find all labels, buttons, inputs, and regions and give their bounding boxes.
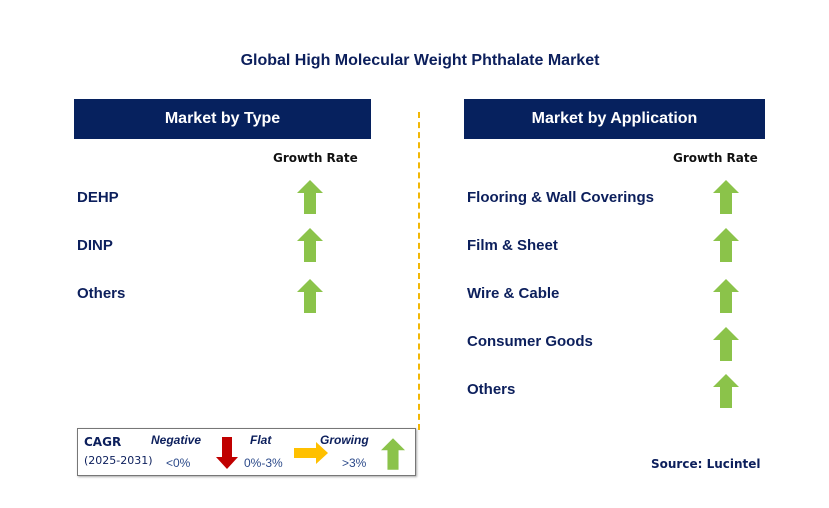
legend-growing-label: Growing: [320, 433, 369, 447]
up-arrow-icon: [297, 228, 323, 262]
growth-rate-label-application: Growth Rate: [673, 151, 758, 165]
type-item-others: Others: [77, 285, 126, 302]
application-item-others: Others: [467, 381, 516, 398]
application-item-wire-cable: Wire & Cable: [467, 285, 560, 302]
cagr-legend: CAGR (2025-2031) Negative <0% Flat 0%-3%…: [77, 428, 416, 476]
application-item-film-sheet: Film & Sheet: [467, 237, 558, 254]
market-by-type-header: Market by Type: [74, 99, 371, 139]
source-label: Source: Lucintel: [651, 457, 761, 471]
legend-flat-range: 0%-3%: [244, 456, 283, 470]
growth-rate-label-type: Growth Rate: [273, 151, 358, 165]
legend-negative-range: <0%: [166, 456, 191, 470]
market-by-application-header: Market by Application: [464, 99, 765, 139]
up-arrow-icon: [713, 374, 739, 408]
type-item-dehp: DEHP: [77, 189, 119, 206]
panel-divider: [418, 112, 420, 430]
application-item-consumer-goods: Consumer Goods: [467, 333, 593, 350]
application-item-flooring: Flooring & Wall Coverings: [467, 189, 654, 206]
legend-cagr-label: CAGR: [84, 435, 122, 449]
type-item-dinp: DINP: [77, 237, 113, 254]
page-title: Global High Molecular Weight Phthalate M…: [240, 52, 600, 69]
legend-period: (2025-2031): [84, 454, 153, 467]
legend-growing-range: >3%: [342, 456, 367, 470]
legend-negative-label: Negative: [151, 433, 202, 447]
up-arrow-icon: [713, 228, 739, 262]
right-arrow-icon: [294, 442, 328, 464]
up-arrow-icon: [713, 327, 739, 361]
up-arrow-icon: [297, 279, 323, 313]
up-arrow-icon: [297, 180, 323, 214]
up-arrow-icon: [713, 279, 739, 313]
down-arrow-icon: [216, 437, 238, 469]
up-arrow-icon: [381, 438, 405, 470]
up-arrow-icon: [713, 180, 739, 214]
legend-flat-label: Flat: [250, 433, 272, 447]
